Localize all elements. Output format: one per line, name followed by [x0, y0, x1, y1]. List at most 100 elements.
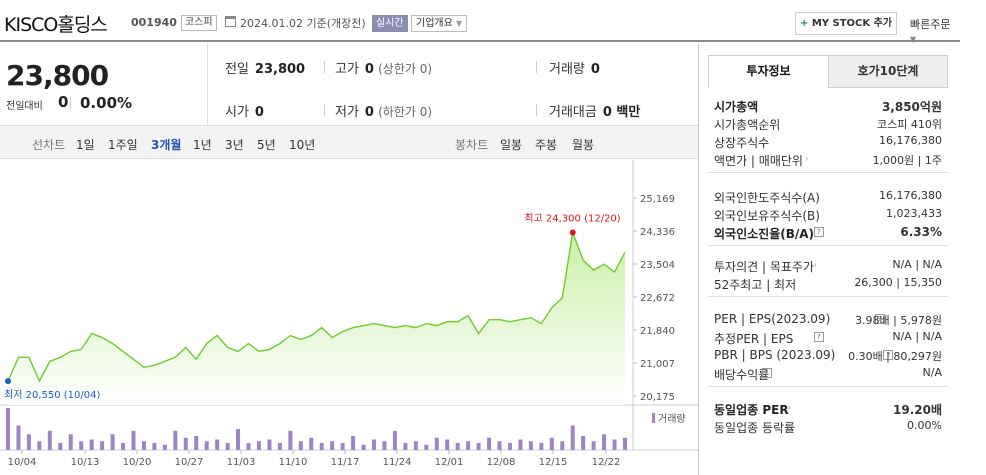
chevron-right-icon[interactable]: › — [787, 421, 791, 430]
volume-bar — [204, 441, 209, 450]
invest-row: 외국인한도주식수(A) 16,176,380 — [708, 187, 948, 205]
change-label: 전일대비 — [6, 101, 43, 112]
chevron-right-icon[interactable]: › — [813, 260, 817, 269]
candle-weekly[interactable]: 주봉 — [535, 138, 558, 152]
x-tick-label: 10/13 — [71, 457, 100, 468]
price-chart[interactable]: 25,169 24,336 23,504 22,672 21,840 21,007 20,1… — [0, 160, 698, 475]
volume-bar — [100, 441, 105, 450]
help-icon[interactable]: ? — [874, 314, 885, 324]
volume-bar — [47, 430, 52, 450]
volume-bar — [455, 443, 460, 450]
company-overview-dropdown[interactable]: 기업개요 ▼ — [411, 15, 468, 32]
help-icon[interactable]: ? — [813, 227, 824, 237]
invest-label: 52주최고 | 최저 — [714, 278, 797, 292]
stock-code: 001940 — [131, 16, 177, 29]
invest-label: 추정PER | EPS — [714, 332, 794, 346]
volume-bar — [351, 436, 356, 450]
volume-bar — [277, 443, 282, 450]
current-price: 23,800 — [6, 59, 109, 92]
divider — [70, 97, 71, 109]
chevron-right-icon[interactable]: › — [805, 154, 809, 163]
volume-bar — [413, 441, 418, 450]
invest-row: 상장주식수 › 16,176,380 — [708, 132, 948, 150]
period-1w[interactable]: 1주일 — [108, 138, 138, 152]
volume-bar — [256, 441, 261, 450]
volume-bar — [340, 443, 345, 450]
volume-bar — [476, 443, 481, 450]
x-tick-label: 12/15 — [539, 457, 568, 468]
volume-bar — [68, 434, 73, 450]
volume-bar — [570, 425, 575, 450]
realtime-button[interactable]: 실시간 — [372, 15, 408, 32]
volume-bar — [424, 444, 429, 450]
volume-bar — [507, 443, 512, 450]
period-5y[interactable]: 5년 — [257, 138, 276, 152]
period-3m[interactable]: 3개월 — [151, 138, 182, 152]
help-icon[interactable]: ? — [761, 368, 772, 378]
invest-row: 52주최고 | 최저 26,300 | 15,350 — [708, 274, 948, 292]
volume-bar — [466, 441, 471, 450]
help-icon[interactable]: ? — [883, 350, 894, 360]
volume-bar — [131, 430, 136, 450]
volume-bar — [194, 436, 199, 450]
high-marker — [569, 229, 576, 236]
volume-bar — [298, 441, 303, 450]
volume-legend: 거래량 — [658, 413, 686, 425]
candle-monthly[interactable]: 월봉 — [572, 138, 595, 152]
quick-order-menu[interactable]: 빠른주문 ▼ — [910, 18, 951, 44]
divider — [324, 104, 325, 116]
divider — [536, 104, 537, 116]
plus-icon: + — [799, 18, 809, 29]
invest-value: N/A | N/A — [892, 330, 942, 343]
invest-value: 3.98배 | 5,978원 — [855, 314, 942, 327]
volume-bar — [37, 441, 42, 450]
price-area — [8, 232, 625, 405]
y-tick-label: 21,840 — [640, 326, 675, 337]
invest-row: 배당수익률? N/A — [708, 364, 948, 382]
candle-daily[interactable]: 일봉 — [500, 138, 523, 152]
open-price: 시가 0 — [225, 105, 264, 120]
volume-bar — [319, 443, 324, 450]
volume-bar — [549, 437, 554, 450]
tab-invest-info[interactable]: 투자정보 — [708, 55, 829, 88]
invest-label: 배당수익률 — [714, 368, 770, 382]
invest-value: 코스피 410위 — [877, 118, 942, 131]
invest-label: 외국인소진율(B/A) — [714, 227, 815, 241]
change-percent: 0.00% — [80, 94, 133, 112]
chevron-right-icon[interactable]: › — [787, 403, 791, 412]
volume-bar — [267, 439, 272, 450]
calendar-icon — [225, 16, 236, 27]
period-3y[interactable]: 3년 — [225, 138, 244, 152]
invest-panel: 투자정보 호가10단계 — [708, 55, 948, 88]
divider — [536, 61, 537, 73]
volume-bar — [79, 441, 84, 450]
invest-label: 시가총액 — [714, 100, 759, 114]
x-tick-label: 11/17 — [331, 457, 360, 468]
chevron-right-icon[interactable]: › — [770, 118, 774, 127]
invest-row: 외국인보유주식수(B) 1,023,433 — [708, 205, 948, 223]
chevron-down-icon: ▼ — [910, 35, 917, 44]
chevron-right-icon[interactable]: › — [761, 136, 765, 145]
add-mystock-button[interactable]: + MY STOCK 추가 — [795, 12, 897, 35]
help-icon[interactable]: ? — [813, 332, 824, 342]
volume-bar — [121, 443, 126, 450]
y-tick-label: 24,336 — [640, 227, 675, 238]
x-tick-label: 11/10 — [279, 457, 308, 468]
tab-orderbook-10[interactable]: 호가10단계 — [828, 55, 948, 88]
high-label: 최고 24,300 (12/20) — [524, 212, 620, 224]
volume-bar — [560, 441, 565, 450]
y-tick-label: 22,672 — [640, 293, 675, 304]
volume-bar — [215, 439, 220, 450]
period-10y[interactable]: 10년 — [289, 138, 316, 152]
volume-bar — [6, 408, 10, 450]
volume-bar — [16, 425, 21, 450]
volume-bar — [141, 441, 146, 450]
price-date: 2024.01.02 기준(개장전) — [240, 17, 366, 30]
line-chart-label: 선차트 — [32, 138, 66, 152]
invest-row: 시가총액순위 › 코스피 410위 — [708, 114, 948, 132]
period-1y[interactable]: 1년 — [193, 138, 212, 152]
period-1d[interactable]: 1일 — [76, 138, 95, 152]
volume-bar — [152, 443, 157, 450]
volume-bar — [162, 444, 167, 450]
low-marker — [5, 378, 11, 385]
